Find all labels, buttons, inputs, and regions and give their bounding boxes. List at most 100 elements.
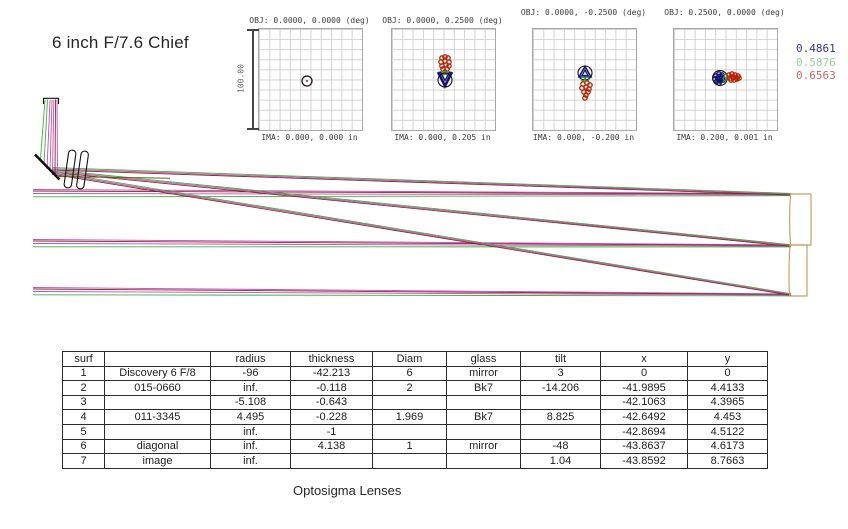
spot-diagram-minus-y: OBJ: 0.0000, -0.2500 (deg) IMA: 0.000, -…	[502, 0, 665, 150]
obj-label: OBJ: 0.0000, -0.2500 (deg)	[520, 8, 647, 17]
spot-diagram-on-axis: OBJ: 0.0000, 0.0000 (deg) IMA: 0.000, 0.…	[228, 0, 391, 150]
table-cell: -48	[520, 438, 601, 455]
table-cell: 8.825	[520, 409, 601, 425]
diagonal-mirror	[34, 153, 61, 181]
table-cell: 0	[600, 365, 688, 382]
table-cell: 4.453	[687, 409, 768, 425]
table-header-cell: tilt	[520, 351, 601, 367]
table-cell: 011-3345	[104, 409, 211, 425]
table-row: 5 inf. -1 -42.8694 4.5122	[62, 423, 768, 440]
incoming-ray-bundle-bottom	[32, 287, 792, 297]
table-cell	[290, 453, 373, 469]
table-cell	[372, 394, 447, 411]
table-cell: 7	[62, 453, 105, 469]
table-cell: -14.206	[520, 380, 601, 396]
table-header-cell: y	[687, 351, 768, 367]
obj-label: OBJ: 0.0000, 0.0000 (deg)	[249, 16, 370, 25]
table-header-cell: Diam	[372, 351, 447, 367]
table-cell: 1	[372, 438, 447, 455]
scale-bar-bottom-cap	[247, 128, 259, 130]
table-header-row: surf radius thickness Diam glass tilt x y	[62, 351, 768, 367]
reflected-ray-bundle-middle	[51, 169, 792, 247]
table-cell	[372, 453, 447, 469]
table-cell: -5.108	[210, 394, 291, 411]
spot-cluster	[712, 70, 742, 86]
table-header-cell: surf	[62, 351, 105, 367]
ima-label: IMA: 0.000, 0.205 in	[394, 133, 491, 142]
table-header-cell: radius	[210, 351, 291, 367]
scale-bar	[252, 30, 254, 129]
table-cell: 1.969	[372, 409, 447, 425]
table-cell: -42.8694	[600, 423, 688, 440]
table-cell: -42.6492	[600, 409, 688, 425]
table-cell: -41.9895	[600, 380, 688, 396]
table-cell: mirror	[446, 438, 521, 455]
table-cell: -43.8592	[600, 453, 688, 469]
table-cell: -0.228	[290, 409, 373, 425]
incoming-ray-bundle-middle	[32, 239, 792, 248]
obj-label: OBJ: 0.2500, 0.0000 (deg)	[664, 8, 785, 17]
spot-cluster	[577, 64, 593, 101]
spot-diagram-plus-x: OBJ: 0.2500, 0.0000 (deg) IMA: 0.200, 0.…	[643, 0, 806, 150]
spot-grid	[391, 28, 496, 131]
table-cell: mirror	[446, 365, 521, 382]
table-cell: 4.138	[290, 438, 373, 455]
ray-trace-diagram	[32, 97, 812, 297]
table-cell	[372, 423, 447, 440]
table-cell: inf.	[210, 453, 291, 469]
reflected-ray-bundle-bottom	[51, 171, 792, 296]
reflected-ray-bundle-top	[51, 167, 792, 196]
spot-cluster	[301, 75, 313, 87]
table-cell: -96	[210, 365, 291, 382]
spot-grid	[673, 28, 778, 131]
table-cell: -42.213	[290, 365, 373, 382]
table-cell: -1	[290, 423, 373, 440]
scale-bar-top-cap	[247, 29, 259, 31]
table-cell: 1.04	[520, 453, 601, 469]
surface-data-table-wrap: surf radius thickness Diam glass tilt x y 1 Disc…	[62, 351, 768, 469]
table-caption: Optosigma Lenses	[293, 483, 402, 498]
incoming-ray-bundle-top	[32, 189, 792, 198]
table-cell: -43.8637	[600, 438, 688, 455]
table-cell: Bk7	[446, 409, 521, 425]
table-cell: -0.643	[290, 394, 373, 411]
table-cell: 015-0660	[104, 380, 211, 396]
table-cell: 4.6173	[687, 438, 768, 455]
table-header-cell: thickness	[290, 351, 373, 367]
lens-table: surf radius thickness Diam glass tilt x y 1 Disc…	[62, 351, 768, 469]
table-cell	[104, 394, 211, 411]
ima-label: IMA: 0.000, -0.200 in	[532, 133, 635, 142]
table-cell: 4.495	[210, 409, 291, 425]
table-header-cell: x	[600, 351, 688, 367]
table-cell	[446, 423, 521, 440]
table-cell	[446, 394, 521, 411]
primary-mirror	[788, 193, 812, 297]
spot-grid	[258, 28, 363, 131]
table-cell: 2	[372, 380, 447, 396]
table-cell: 4	[62, 409, 105, 425]
table-cell	[446, 453, 521, 469]
table-body: 1 Discovery 6 F/8 -96 -42.213 6 mirror 3 0 0 2 015…	[62, 365, 768, 469]
ima-label: IMA: 0.000, 0.000 in	[261, 133, 358, 142]
legend-item: 0.5876	[796, 55, 836, 69]
table-cell	[520, 423, 601, 440]
spot-cluster	[436, 54, 454, 89]
ima-label: IMA: 0.200, 0.001 in	[676, 133, 773, 142]
table-cell: Bk7	[446, 380, 521, 396]
table-row: 1 Discovery 6 F/8 -96 -42.213 6 mirror 3 0 0	[62, 365, 768, 382]
table-cell: 3	[520, 365, 601, 382]
image-plane-outline	[42, 97, 60, 104]
table-cell: -0.118	[290, 380, 373, 396]
table-cell: inf.	[210, 423, 291, 440]
table-cell: inf.	[210, 380, 291, 396]
table-cell: Discovery 6 F/8	[104, 365, 211, 382]
table-row: 3 -5.108 -0.643 -42.1063 4.3965	[62, 394, 768, 411]
legend-item: 0.6563	[796, 69, 836, 82]
table-cell: image	[104, 453, 211, 469]
table-cell: 5	[62, 423, 105, 440]
page-title: 6 inch F/7.6 Chief	[52, 33, 189, 52]
lens-element-1	[63, 149, 77, 189]
table-cell: diagonal	[104, 438, 211, 455]
table-cell: -42.1063	[600, 394, 688, 411]
